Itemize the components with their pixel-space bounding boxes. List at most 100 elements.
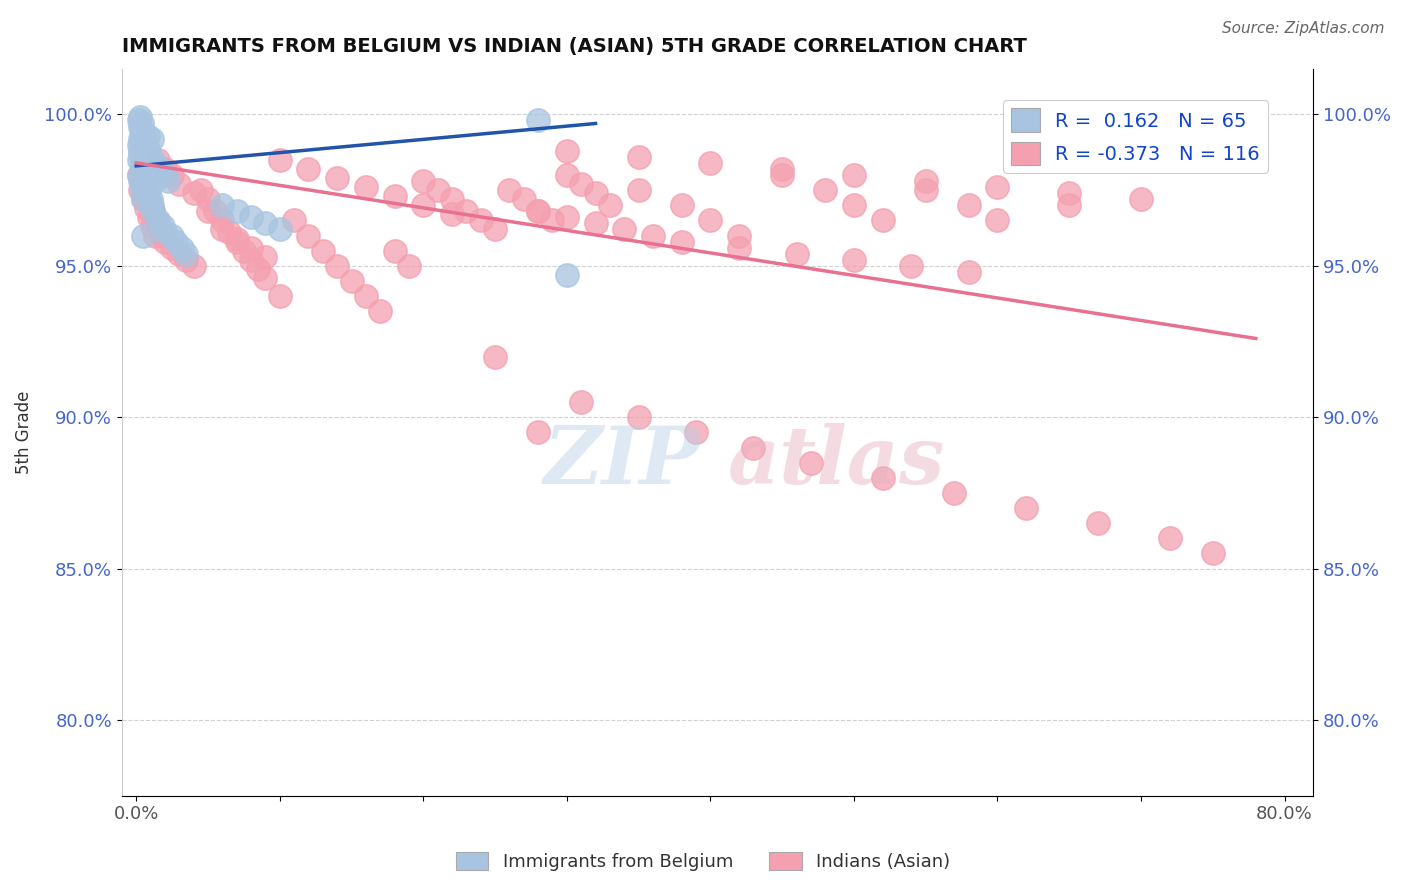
Point xyxy=(153,235,176,249)
Point xyxy=(527,204,550,219)
Point xyxy=(145,165,167,179)
Point xyxy=(641,228,664,243)
Point xyxy=(685,425,707,440)
Point xyxy=(134,177,156,191)
Point xyxy=(555,168,578,182)
Point xyxy=(156,174,179,188)
Text: ZIP: ZIP xyxy=(544,423,700,500)
Point xyxy=(129,174,152,188)
Point xyxy=(254,216,277,230)
Point xyxy=(136,159,159,173)
Point xyxy=(326,171,349,186)
Point xyxy=(129,144,152,158)
Point xyxy=(136,161,159,176)
Point xyxy=(165,235,187,249)
Point xyxy=(627,410,650,425)
Point xyxy=(354,289,377,303)
Point xyxy=(176,252,198,267)
Point xyxy=(240,211,263,225)
Point xyxy=(627,150,650,164)
Point xyxy=(354,180,377,194)
Point xyxy=(139,174,162,188)
Point xyxy=(225,235,247,249)
Point xyxy=(153,226,176,240)
Point xyxy=(440,207,463,221)
Point xyxy=(129,111,152,125)
Point xyxy=(197,192,219,206)
Point xyxy=(132,128,155,143)
Point xyxy=(136,128,159,143)
Point xyxy=(842,252,865,267)
Point xyxy=(240,241,263,255)
Point xyxy=(153,168,176,182)
Point xyxy=(412,174,434,188)
Point xyxy=(412,198,434,212)
Point xyxy=(160,241,183,255)
Point xyxy=(134,135,156,149)
Point xyxy=(128,168,150,182)
Text: Source: ZipAtlas.com: Source: ZipAtlas.com xyxy=(1222,21,1385,37)
Point xyxy=(786,246,808,260)
Point xyxy=(131,153,153,167)
Point xyxy=(136,192,159,206)
Point xyxy=(398,259,420,273)
Point xyxy=(146,171,169,186)
Point xyxy=(138,144,160,158)
Point xyxy=(555,268,578,282)
Point xyxy=(146,153,169,167)
Point xyxy=(139,156,162,170)
Point xyxy=(131,126,153,140)
Point xyxy=(456,204,478,219)
Point xyxy=(128,153,150,167)
Point xyxy=(132,228,155,243)
Point xyxy=(131,183,153,197)
Point xyxy=(1015,501,1038,516)
Point xyxy=(135,171,157,186)
Point xyxy=(142,153,165,167)
Point xyxy=(957,198,980,212)
Point xyxy=(167,177,190,191)
Point xyxy=(129,183,152,197)
Point xyxy=(128,113,150,128)
Point xyxy=(770,168,793,182)
Y-axis label: 5th Grade: 5th Grade xyxy=(15,391,32,474)
Point xyxy=(943,486,966,500)
Point xyxy=(569,177,592,191)
Point xyxy=(131,174,153,188)
Point xyxy=(340,274,363,288)
Point xyxy=(599,198,621,212)
Point xyxy=(742,441,765,455)
Point xyxy=(131,159,153,173)
Point xyxy=(900,259,922,273)
Point xyxy=(1159,532,1181,546)
Point xyxy=(132,131,155,145)
Point xyxy=(728,241,751,255)
Point xyxy=(132,153,155,167)
Point xyxy=(671,198,693,212)
Point xyxy=(134,159,156,173)
Point xyxy=(136,174,159,188)
Point xyxy=(141,131,163,145)
Point xyxy=(141,198,163,212)
Point xyxy=(142,204,165,219)
Point xyxy=(132,192,155,206)
Point xyxy=(153,161,176,176)
Point xyxy=(297,228,319,243)
Point xyxy=(150,228,173,243)
Point xyxy=(131,122,153,136)
Point xyxy=(914,183,936,197)
Point xyxy=(728,228,751,243)
Point xyxy=(148,219,170,234)
Point xyxy=(176,246,198,260)
Point xyxy=(232,244,254,258)
Point xyxy=(269,153,291,167)
Point xyxy=(283,213,305,227)
Point xyxy=(1130,192,1153,206)
Point xyxy=(555,211,578,225)
Point xyxy=(1087,516,1109,531)
Point xyxy=(247,261,270,276)
Point xyxy=(160,228,183,243)
Point xyxy=(134,146,156,161)
Point xyxy=(197,204,219,219)
Point xyxy=(513,192,536,206)
